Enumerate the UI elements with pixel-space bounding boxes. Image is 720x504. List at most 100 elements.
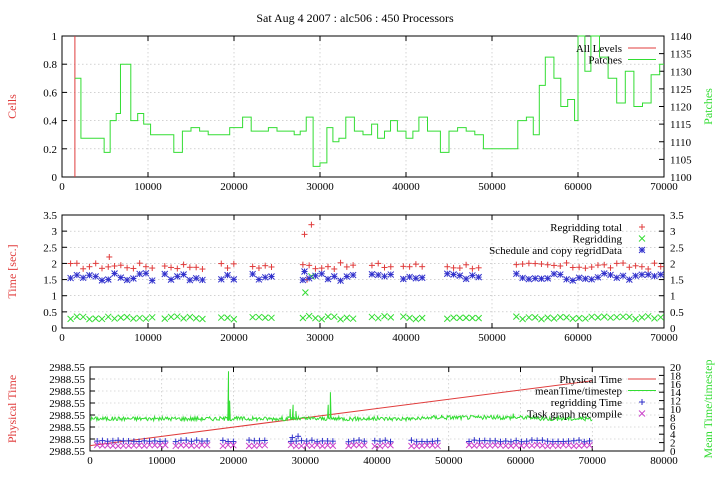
- panel-3: [89, 366, 665, 452]
- y2-tick-label: 1115: [670, 119, 692, 131]
- regridding-time-point: [518, 438, 525, 445]
- regridding-point: [607, 314, 614, 322]
- regridding-point-stroke: [582, 315, 589, 322]
- regridding-time-point: [377, 438, 384, 445]
- regridding-point-stroke: [613, 313, 621, 321]
- regridding-point-stroke: [381, 312, 388, 320]
- regridding-time-point: [507, 438, 514, 445]
- task-graph-point-stroke: [203, 441, 211, 449]
- regridding-total-point: [343, 263, 350, 270]
- regridding-total-point: [620, 260, 627, 267]
- task-graph-point: [580, 442, 588, 449]
- regridding-point-stroke: [625, 313, 633, 321]
- regridding-point: [582, 315, 589, 322]
- plot-frame: [61, 35, 665, 178]
- schedule-copy-point-stroke: [625, 276, 633, 283]
- regridding-point: [374, 314, 382, 322]
- schedule-copy-point: [644, 271, 652, 278]
- task-graph-point: [156, 441, 164, 449]
- schedule-copy-point-stroke: [255, 276, 263, 283]
- task-graph-point: [313, 441, 321, 449]
- legend-label: regridding Time: [551, 397, 622, 409]
- regridding-total-point: [249, 263, 256, 270]
- regridding-time-point: [193, 437, 200, 444]
- x-tick-label: 0: [59, 332, 65, 344]
- regridding-point: [230, 315, 238, 323]
- y2-tick-label: 20: [670, 362, 682, 374]
- regridding-time-point: [130, 438, 137, 445]
- regridding-point-stroke: [563, 314, 570, 321]
- regridding-point-stroke: [550, 315, 558, 322]
- regridding-time-point: [429, 438, 436, 445]
- schedule-copy-point-stroke: [123, 276, 131, 284]
- task-graph-point: [360, 441, 368, 449]
- regridding-point: [98, 315, 106, 323]
- regridding-time-point: [104, 438, 111, 445]
- schedule-copy-point-stroke: [167, 276, 175, 283]
- regridding-total-point: [569, 264, 576, 271]
- regridding-total-point: [400, 263, 407, 270]
- regridding-total-point: [456, 265, 463, 272]
- regridding-point-stroke: [525, 314, 533, 321]
- regridding-time-point: [570, 437, 577, 444]
- regridding-total-point: [255, 265, 262, 272]
- x-tick-label: 40000: [392, 181, 420, 193]
- regridding-point: [142, 315, 150, 323]
- regridding-time-point: [303, 438, 310, 445]
- task-graph-point-stroke: [146, 441, 153, 449]
- schedule-copy-point-stroke: [130, 275, 137, 282]
- regridding-total-point: [105, 263, 112, 270]
- regridding-total-point: [312, 265, 319, 272]
- task-graph-point-stroke: [161, 441, 169, 449]
- regridding-point: [337, 315, 344, 323]
- task-graph-point-stroke: [350, 441, 358, 449]
- regridding-point: [544, 314, 552, 321]
- x-tick-label: 50000: [478, 181, 506, 193]
- task-graph-point: [434, 442, 441, 450]
- task-graph-point-stroke: [308, 442, 316, 450]
- y2-tick-label: 2: [670, 258, 676, 270]
- task-graph-point-stroke: [518, 442, 525, 450]
- schedule-copy-point: [301, 268, 308, 275]
- y2-tick-label: 3.5: [670, 210, 684, 222]
- schedule-copy-point-stroke: [569, 277, 577, 284]
- x-tick-label: 0: [59, 181, 65, 193]
- regridding-point: [450, 314, 457, 321]
- task-graph-point-stroke: [188, 442, 195, 450]
- regridding-total-point: [419, 263, 426, 270]
- schedule-copy-point: [525, 275, 533, 283]
- regridding-time-point: [487, 437, 494, 444]
- regridding-point-stroke: [575, 314, 583, 322]
- regridding-time-point: [151, 437, 158, 444]
- schedule-copy-point-stroke: [651, 272, 658, 280]
- schedule-copy-point-stroke: [531, 275, 539, 282]
- task-graph-point: [256, 441, 263, 449]
- regridding-point: [657, 313, 665, 321]
- regridding-point-stroke: [456, 314, 464, 322]
- task-graph-point: [381, 441, 389, 449]
- task-graph-point-stroke: [224, 441, 232, 449]
- regridding-time-point: [413, 438, 420, 445]
- schedule-copy-point: [475, 273, 483, 281]
- regridding-time-point: [319, 437, 326, 444]
- schedule-copy-point-stroke: [582, 275, 589, 283]
- series-physical-time: [89, 380, 593, 447]
- regridding-total-point: [368, 262, 375, 269]
- task-graph-point: [161, 441, 169, 449]
- task-graph-point: [308, 442, 316, 450]
- regridding-point: [412, 315, 420, 323]
- schedule-copy-point: [607, 271, 614, 279]
- y-tick-label: 3: [52, 226, 58, 238]
- regridding-point: [186, 313, 194, 321]
- schedule-copy-point-stroke: [261, 273, 269, 281]
- schedule-copy-point-stroke: [79, 274, 87, 282]
- regridding-time-point: [549, 438, 556, 445]
- legend: [638, 224, 646, 254]
- schedule-copy-point: [613, 274, 621, 282]
- regridding-point: [525, 314, 533, 321]
- regridding-point-stroke: [412, 315, 420, 323]
- regridding-time-point: [502, 438, 509, 445]
- task-graph-point: [125, 442, 132, 450]
- y-axis-label: Time [sec.]: [5, 244, 19, 298]
